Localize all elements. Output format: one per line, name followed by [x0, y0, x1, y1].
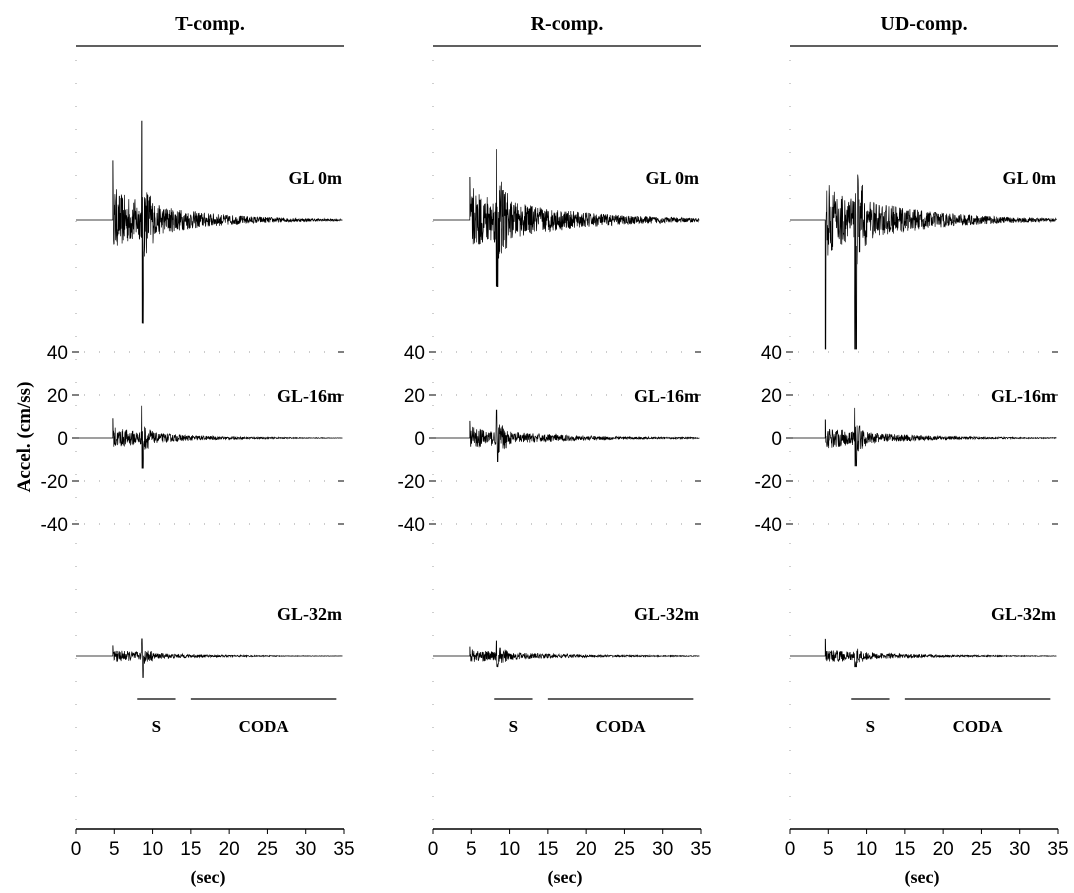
- x-tick-label: 10: [856, 839, 877, 860]
- window-label-s: S: [509, 717, 518, 736]
- waveform: [76, 120, 343, 324]
- trace-gl0m: GL 0m: [433, 149, 700, 287]
- x-tick-label: 0: [71, 839, 82, 860]
- x-axis-label: (sec): [905, 867, 940, 888]
- panel-3: UD-comp. 40 20 0 -20 -40 GL 0m GL-16m GL-32m S COD…: [755, 13, 1069, 888]
- trace-label: GL 0m: [1002, 168, 1056, 188]
- window-label-s: S: [152, 717, 161, 736]
- x-tick-label: 10: [142, 839, 163, 860]
- y-tick-label: 0: [771, 429, 782, 450]
- y-tick-label: -40: [755, 515, 782, 536]
- trace-gl-16m: GL-16m: [433, 386, 700, 462]
- trace-label: GL 0m: [645, 168, 699, 188]
- x-tick-label: 30: [295, 839, 316, 860]
- y-tick-label: -20: [755, 472, 782, 493]
- trace-gl-16m: GL-16m: [790, 386, 1057, 467]
- trace-label: GL 0m: [288, 168, 342, 188]
- window-label-coda: CODA: [953, 717, 1004, 736]
- waveform: [76, 638, 343, 678]
- panel-title: R-comp.: [531, 13, 604, 35]
- x-tick-label: 35: [333, 839, 354, 860]
- x-tick-label: 5: [109, 839, 120, 860]
- y-tick-label: 0: [57, 429, 68, 450]
- trace-label: GL-32m: [634, 604, 699, 624]
- panel-title: UD-comp.: [880, 13, 967, 35]
- panels-group: T-comp. 40 20 0 -20 -40 GL 0m GL-16m GL-32m S CODA…: [41, 13, 1069, 888]
- trace-label: GL-32m: [277, 604, 342, 624]
- y-tick-label: 20: [404, 386, 425, 407]
- panel-2: R-comp. 40 20 0 -20 -40 GL 0m GL-16m GL-32m S CODA…: [398, 13, 712, 888]
- trace-gl-32m: GL-32m: [76, 604, 343, 678]
- y-tick-label: 40: [47, 343, 68, 364]
- x-tick-label: 25: [614, 839, 635, 860]
- x-tick-label: 30: [652, 839, 673, 860]
- y-tick-label: 40: [761, 343, 782, 364]
- x-tick-label: 25: [971, 839, 992, 860]
- y-tick-label: 20: [761, 386, 782, 407]
- x-tick-label: 35: [1047, 839, 1068, 860]
- x-axis-label: (sec): [191, 867, 226, 888]
- trace-gl0m: GL 0m: [790, 168, 1057, 350]
- x-tick-label: 15: [537, 839, 558, 860]
- y-tick-label: -20: [398, 472, 425, 493]
- waveform: [790, 407, 1057, 467]
- x-axis-label: (sec): [548, 867, 583, 888]
- trace-gl-16m: GL-16m: [76, 386, 343, 469]
- window-label-coda: CODA: [596, 717, 647, 736]
- waveform: [433, 640, 700, 668]
- x-tick-label: 20: [576, 839, 597, 860]
- y-tick-label: 40: [404, 343, 425, 364]
- window-label-s: S: [866, 717, 875, 736]
- x-tick-label: 25: [257, 839, 278, 860]
- waveform: [790, 638, 1057, 668]
- waveform: [433, 149, 700, 287]
- x-tick-label: 15: [894, 839, 915, 860]
- x-tick-label: 0: [428, 839, 439, 860]
- x-tick-label: 10: [499, 839, 520, 860]
- waveform: [433, 409, 700, 462]
- trace-gl0m: GL 0m: [76, 120, 343, 324]
- y-tick-label: 0: [414, 429, 425, 450]
- trace-gl-32m: GL-32m: [790, 604, 1057, 668]
- panel-title: T-comp.: [175, 13, 245, 35]
- y-tick-label: -40: [398, 515, 425, 536]
- panel-1: T-comp. 40 20 0 -20 -40 GL 0m GL-16m GL-32m S CODA…: [41, 13, 355, 888]
- trace-label: GL-32m: [991, 604, 1056, 624]
- x-tick-label: 30: [1009, 839, 1030, 860]
- trace-label: GL-16m: [991, 386, 1056, 406]
- x-tick-label: 5: [823, 839, 834, 860]
- waveform: [790, 174, 1057, 350]
- y-tick-label: -40: [41, 515, 68, 536]
- x-tick-label: 5: [466, 839, 477, 860]
- x-tick-label: 15: [180, 839, 201, 860]
- x-tick-label: 0: [785, 839, 796, 860]
- window-label-coda: CODA: [239, 717, 290, 736]
- trace-gl-32m: GL-32m: [433, 604, 700, 668]
- y-tick-label: 20: [47, 386, 68, 407]
- x-tick-label: 20: [219, 839, 240, 860]
- trace-label: GL-16m: [277, 386, 342, 406]
- x-tick-label: 20: [933, 839, 954, 860]
- waveform: [76, 405, 343, 469]
- trace-label: GL-16m: [634, 386, 699, 406]
- y-tick-label: -20: [41, 472, 68, 493]
- y-axis-label: Accel. (cm/ss): [14, 382, 35, 493]
- x-tick-label: 35: [690, 839, 711, 860]
